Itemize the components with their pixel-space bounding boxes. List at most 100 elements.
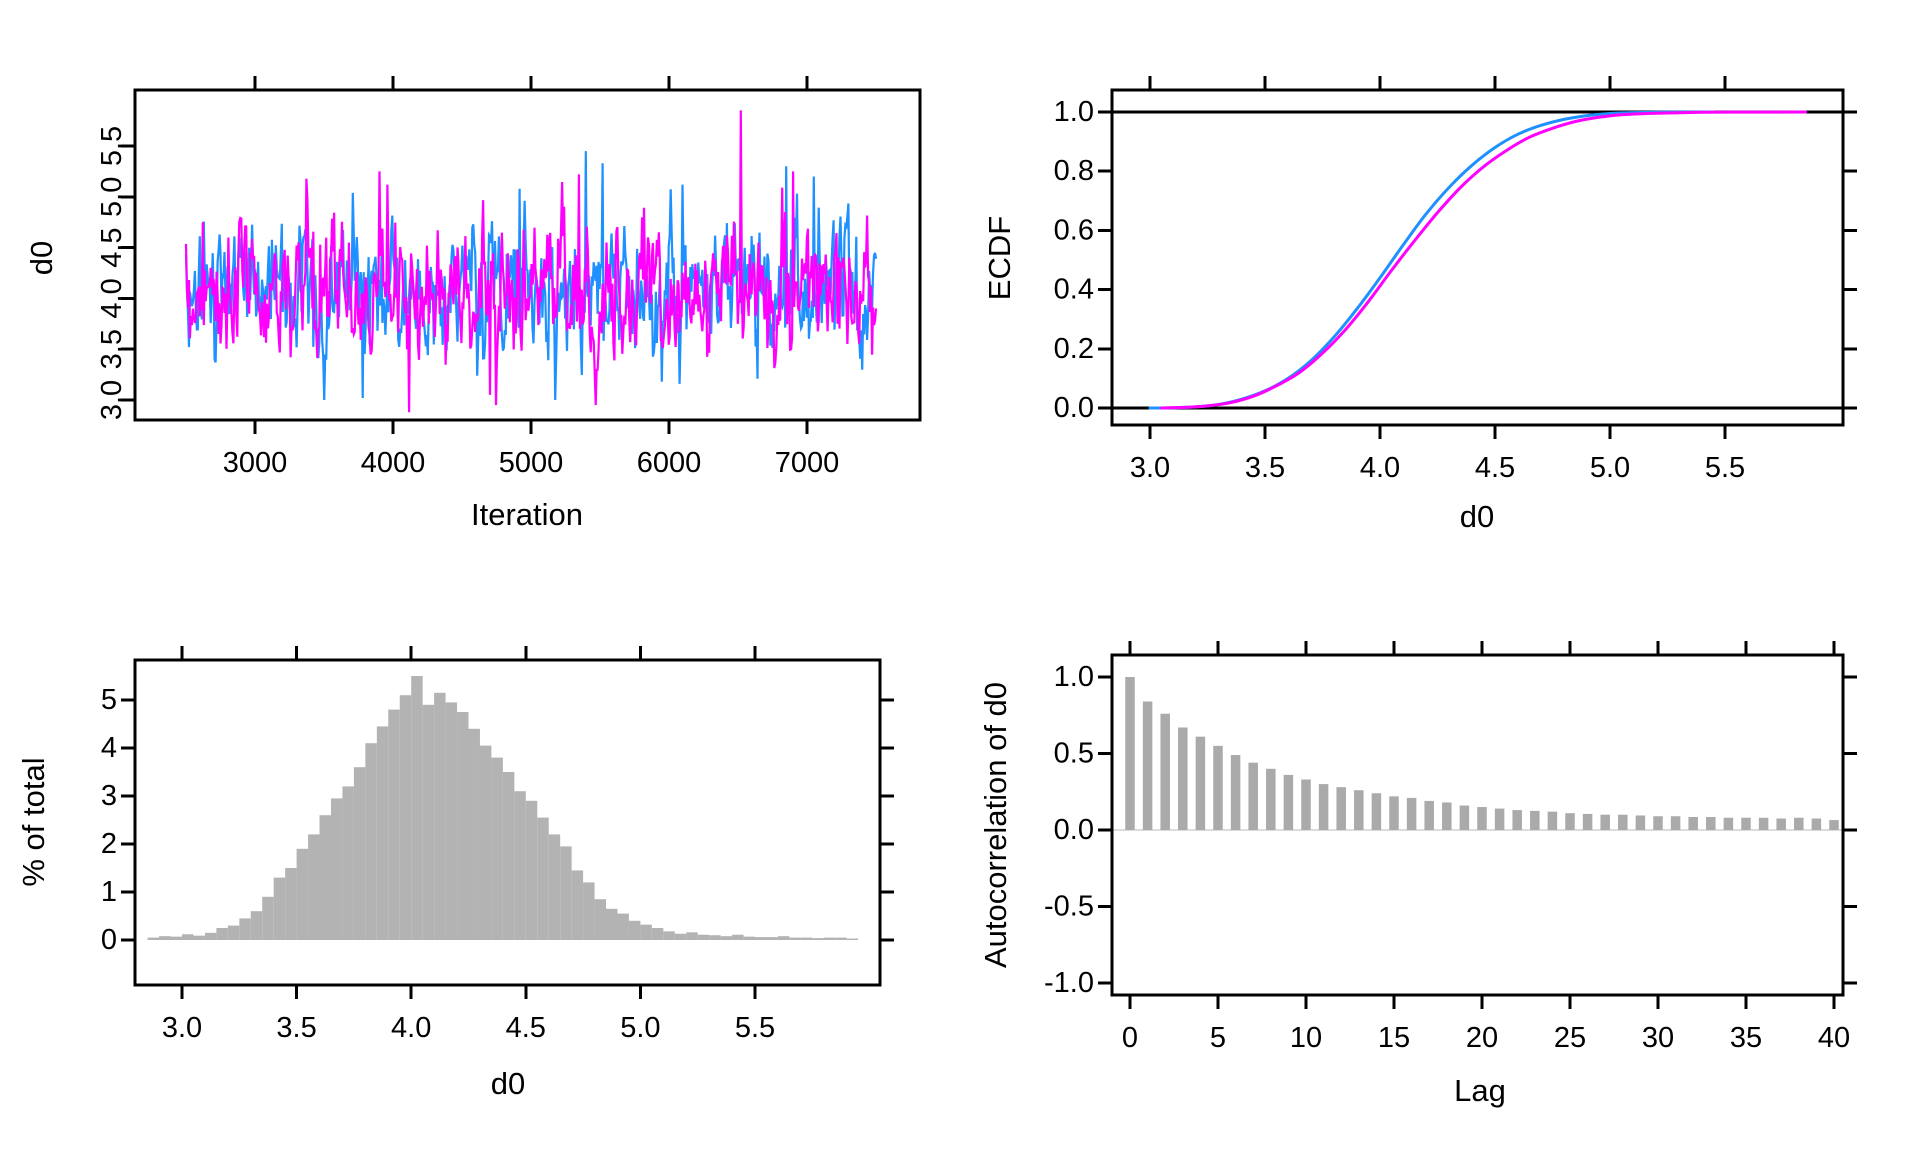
hist-bar: [732, 934, 744, 940]
acf-bar: [1266, 768, 1276, 830]
acf-bar: [1741, 817, 1751, 830]
hist-bar: [216, 928, 228, 940]
acf-bar: [1406, 797, 1417, 830]
hist-bar: [376, 726, 389, 940]
hist-bar: [674, 933, 687, 940]
y-tick-label: 5: [101, 684, 117, 716]
hist-bar: [147, 937, 160, 940]
acf-bar: [1160, 713, 1170, 830]
histogram-plot-panel: 3.0 3.5 4.0 4.5 5.0 5.5 0 1 2 3 4 5 d0 % of total: [16, 646, 894, 1101]
hist-bar: [330, 798, 343, 940]
hist-bar: [846, 938, 859, 940]
acf-bar: [1371, 793, 1382, 830]
hist-bar: [789, 937, 801, 940]
acf-bar: [1336, 787, 1346, 830]
hist-bar: [159, 936, 171, 940]
acf-bar: [1670, 816, 1681, 830]
x-tick-label: 20: [1466, 1022, 1498, 1054]
hist-bar: [239, 918, 251, 940]
hist-bar: [308, 834, 320, 940]
acf-bar: [1442, 802, 1452, 830]
x-axis-label: d0: [491, 1066, 525, 1101]
y-tick-label: 2: [101, 828, 117, 860]
x-tick-label: 15: [1378, 1022, 1410, 1054]
hist-bar: [823, 937, 836, 940]
hist-bar: [812, 938, 824, 940]
y-tick-label: 3.5: [96, 329, 128, 369]
y-tick-label: 4.0: [96, 278, 128, 318]
acf-bar: [1811, 818, 1822, 830]
x-tick-label: 4000: [361, 447, 426, 479]
x-tick-label: 35: [1730, 1022, 1762, 1054]
x-tick-label: 3.0: [162, 1012, 202, 1044]
hist-bar: [560, 846, 572, 940]
acf-bar: [1618, 814, 1628, 830]
x-tick-label: 5: [1210, 1022, 1226, 1054]
hist-bar: [262, 896, 274, 940]
acf-bar: [1723, 817, 1734, 830]
hist-bar: [434, 692, 446, 940]
hist-bar: [800, 937, 813, 940]
hist-bar: [594, 899, 607, 940]
hist-bar: [537, 817, 549, 940]
y-tick-label: -0.5: [1044, 891, 1094, 923]
hist-bar: [525, 800, 538, 940]
hist-bar: [606, 908, 618, 940]
x-tick-label: 40: [1818, 1022, 1850, 1054]
hist-bar: [686, 932, 698, 940]
acf-bar: [1653, 816, 1663, 830]
hist-bar: [720, 936, 733, 940]
hist-bar: [170, 936, 182, 940]
y-tick-label: 1.0: [1054, 661, 1094, 693]
y-tick-label: 3: [101, 780, 117, 812]
x-tick-label: 7000: [775, 447, 840, 479]
x-axis-label: Lag: [1454, 1073, 1506, 1108]
acf-plot-panel: 0 5 10 15 20 25 30 35 40 -1.0 -0.5 0.0 0.5 1.0 Lag Auto…: [978, 641, 1857, 1108]
acf-bar: [1424, 800, 1434, 830]
hist-bar: [663, 931, 675, 940]
y-tick-label: 0.2: [1054, 333, 1094, 365]
x-tick-label: 3000: [223, 447, 288, 479]
x-axis-label: Iteration: [471, 497, 583, 532]
hist-bar: [640, 924, 652, 940]
y-tick-label: 0.4: [1054, 274, 1094, 306]
y-axis-label: % of total: [16, 757, 51, 886]
acf-bar: [1230, 755, 1241, 830]
acf-bar: [1125, 677, 1135, 830]
hist-bar: [468, 728, 480, 940]
x-tick-label: 5.5: [1705, 452, 1745, 484]
acf-bar: [1195, 736, 1206, 830]
acf-bar: [1301, 779, 1311, 830]
acf-bar: [1354, 790, 1364, 830]
trace-plot-panel: 3000 4000 5000 6000 7000 3.0 3.5 4.0 4.5 5.0 5.5 It…: [24, 76, 922, 532]
x-tick-label: 25: [1554, 1022, 1586, 1054]
hist-bar: [422, 704, 435, 940]
hist-bar: [697, 934, 710, 940]
hist-bar: [182, 934, 194, 940]
y-axis-label: Autocorrelation of d0: [978, 682, 1013, 968]
acf-bar: [1142, 701, 1153, 830]
acf-bar: [1706, 817, 1716, 831]
hist-bar: [353, 767, 366, 940]
hist-bar: [365, 743, 377, 940]
hist-bar: [651, 928, 664, 940]
acf-bar: [1582, 813, 1593, 830]
y-tick-label: 0.8: [1054, 155, 1094, 187]
acf-bar: [1477, 807, 1487, 830]
hist-bar: [583, 882, 595, 940]
hist-bar: [193, 935, 205, 940]
x-tick-label: 6000: [637, 447, 702, 479]
hist-bar: [285, 868, 297, 940]
hist-bar: [766, 937, 778, 940]
hist-bar: [777, 936, 790, 940]
x-tick-label: 4.0: [391, 1012, 431, 1044]
hist-bar: [457, 712, 469, 940]
acf-bar: [1318, 784, 1329, 830]
acf-bar: [1688, 817, 1698, 831]
acf-bar: [1389, 796, 1399, 830]
acf-bar: [1512, 810, 1522, 830]
x-tick-label: 0: [1122, 1022, 1138, 1054]
y-tick-label: 5.0: [96, 177, 128, 217]
hist-bar: [342, 786, 354, 940]
